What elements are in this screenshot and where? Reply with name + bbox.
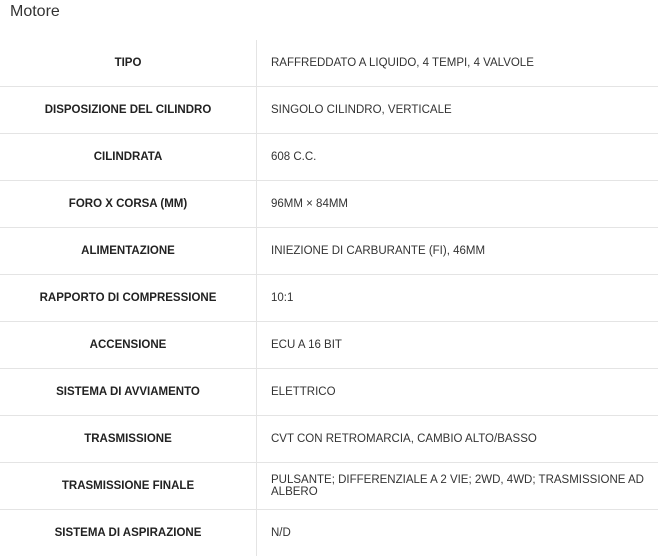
spec-row: RAPPORTO DI COMPRESSIONE 10:1 xyxy=(0,274,658,322)
spec-label: ACCENSIONE xyxy=(0,321,257,369)
spec-value: N/D xyxy=(256,509,658,556)
spec-label: TRASMISSIONE xyxy=(0,415,257,463)
spec-row: CILINDRATA 608 C.C. xyxy=(0,133,658,181)
spec-table: TIPO RAFFREDDATO A LIQUIDO, 4 TEMPI, 4 VA… xyxy=(0,40,658,556)
spec-row: TRASMISSIONE CVT CON RETROMARCIA, CAMBIO … xyxy=(0,415,658,463)
spec-label: ALIMENTAZIONE xyxy=(0,227,257,275)
spec-value: RAFFREDDATO A LIQUIDO, 4 TEMPI, 4 VALVOL… xyxy=(271,57,534,69)
spec-value: CVT CON RETROMARCIA, CAMBIO ALTO/BASSO xyxy=(256,415,658,463)
spec-row: TIPO RAFFREDDATO A LIQUIDO, 4 TEMPI, 4 VA… xyxy=(0,40,658,87)
spec-value: PULSANTE; DIFFERENZIALE A 2 VIE; 2WD, 4W… xyxy=(256,462,658,510)
spec-label: DISPOSIZIONE DEL CILINDRO xyxy=(0,86,257,134)
spec-label: TIPO xyxy=(0,40,257,87)
spec-label: TRASMISSIONE FINALE xyxy=(0,462,257,510)
spec-row: ALIMENTAZIONE INIEZIONE DI CARBURANTE (FI… xyxy=(0,227,658,275)
spec-row: ACCENSIONE ECU A 16 BIT xyxy=(0,321,658,369)
spec-label: CILINDRATA xyxy=(0,133,257,181)
spec-value: 96MM × 84MM xyxy=(256,180,658,228)
spec-row: SISTEMA DI AVVIAMENTO ELETTRICO xyxy=(0,368,658,416)
spec-row: SISTEMA DI ASPIRAZIONE N/D xyxy=(0,509,658,556)
spec-value: 608 C.C. xyxy=(256,133,658,181)
spec-row: TRASMISSIONE FINALE PULSANTE; DIFFERENZIA… xyxy=(0,462,658,510)
spec-value: ECU A 16 BIT xyxy=(256,321,658,369)
spec-label: SISTEMA DI ASPIRAZIONE xyxy=(0,509,257,556)
spec-value: ELETTRICO xyxy=(256,368,658,416)
spec-value: 10:1 xyxy=(256,274,658,322)
spec-row: FORO X CORSA (MM) 96MM × 84MM xyxy=(0,180,658,228)
spec-value: INIEZIONE DI CARBURANTE (FI), 46MM xyxy=(256,227,658,275)
table-body: TIPO RAFFREDDATO A LIQUIDO, 4 TEMPI, 4 VA… xyxy=(0,40,658,556)
spec-value: SINGOLO CILINDRO, VERTICALE xyxy=(256,86,658,134)
spec-label: FORO X CORSA (MM) xyxy=(0,180,257,228)
spec-label: RAPPORTO DI COMPRESSIONE xyxy=(0,274,257,322)
spec-label: SISTEMA DI AVVIAMENTO xyxy=(0,368,257,416)
spec-row: DISPOSIZIONE DEL CILINDRO SINGOLO CILINDR… xyxy=(0,86,658,134)
section-title: Motore xyxy=(10,3,60,20)
